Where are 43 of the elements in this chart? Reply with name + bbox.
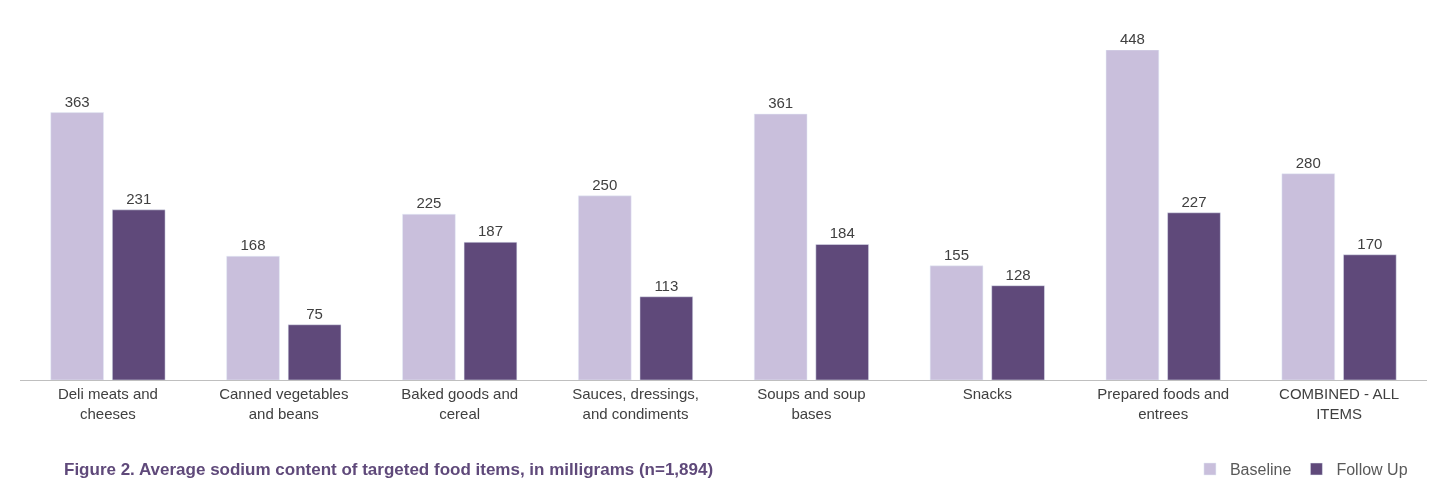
data-label: 225: [416, 194, 442, 212]
legend-label: Follow Up: [1336, 461, 1408, 479]
data-label: 363: [64, 92, 90, 110]
x-tick-label: Canned vegetables and beans: [219, 385, 349, 422]
data-label: 250: [592, 175, 618, 193]
data-label: 231: [126, 189, 152, 207]
x-tick-label: Baked goods and cereal: [401, 385, 519, 422]
data-label: 155: [944, 245, 970, 263]
x-tick-label: Sauces, dressings, and condiments: [572, 385, 699, 422]
data-label: 170: [1357, 234, 1383, 252]
data-label: 128: [1005, 265, 1031, 283]
bar: [754, 113, 808, 380]
bar: [929, 265, 984, 380]
bar: [991, 285, 1045, 380]
data-label: 448: [1119, 30, 1145, 47]
bar: [639, 296, 693, 380]
data-label: 75: [306, 304, 323, 322]
text: Figure 2. Average sodium content of targeted food items, in milligrams (n=1,894): [64, 460, 714, 479]
data-label: 113: [654, 276, 679, 294]
bar: [1167, 212, 1221, 380]
bar: [226, 256, 280, 380]
x-tick-label: Soups and soup bases: [757, 385, 866, 422]
x-tick-label: Prepared foods and entrees: [1097, 385, 1230, 422]
x-tick-label: COMBINED - ALL ITEMS: [1279, 385, 1400, 422]
data-label: 361: [768, 94, 794, 112]
data-label: 184: [829, 224, 855, 242]
bar: [1105, 50, 1160, 380]
bar: [1281, 173, 1335, 380]
data-label: 168: [240, 236, 266, 254]
bar: [578, 195, 632, 380]
x-tick-label: Snacks: [962, 385, 1012, 402]
bar: [112, 209, 166, 380]
legend-label: Baseline: [1229, 461, 1292, 479]
bar: [287, 324, 342, 380]
bar: [402, 214, 456, 380]
bar: [815, 244, 869, 380]
bar: [1343, 254, 1397, 380]
bar: [463, 242, 518, 380]
bar: [50, 112, 104, 380]
data-label: 280: [1295, 153, 1321, 171]
data-label: 227: [1181, 192, 1207, 210]
data-label: 187: [477, 222, 503, 240]
x-tick-label: Deli meats and cheeses: [57, 385, 158, 422]
